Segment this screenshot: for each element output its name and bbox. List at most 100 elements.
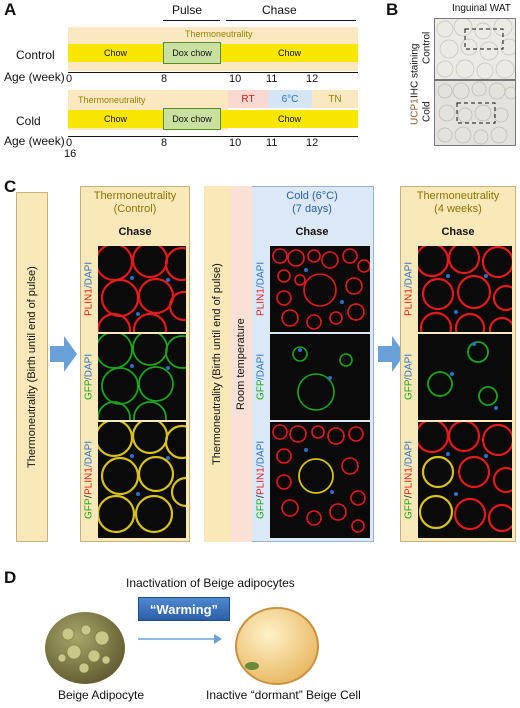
g3-gfp-micrograph bbox=[418, 334, 512, 420]
control-tick-8: 8 bbox=[161, 73, 168, 85]
g2-gfp-cells bbox=[292, 346, 353, 411]
control-age-label: Age (week) bbox=[4, 70, 65, 84]
warming-arrow bbox=[138, 634, 222, 644]
b-cold-label: Cold bbox=[421, 101, 433, 123]
ihc-control-image bbox=[434, 18, 516, 80]
g3-row1-plin1: PLIN1 bbox=[403, 288, 415, 316]
g1-chase: Chase bbox=[118, 226, 152, 238]
dormant-beige-cell bbox=[235, 607, 319, 685]
g1-row1-label: PLIN1/DAPI bbox=[82, 246, 96, 332]
left-cell-label: Beige Adipocyte bbox=[58, 688, 145, 702]
chase-line bbox=[226, 20, 356, 21]
g2-row2-dapi: /DAPI bbox=[255, 353, 267, 380]
g1-gfp-cells bbox=[98, 334, 186, 420]
cold-chow-bar-2: Chow bbox=[221, 110, 358, 128]
g3-gfp-cells bbox=[427, 341, 498, 410]
panel-c-label: C bbox=[4, 177, 17, 196]
cold-age-label: Age (week) bbox=[4, 134, 65, 148]
c-group-2-tn-label: Thermoneutrality (Birth until end of pul… bbox=[211, 263, 223, 465]
panel-b-label: B bbox=[386, 0, 399, 19]
g3-plin1-cells bbox=[418, 246, 512, 332]
g3-plin1-micrograph bbox=[418, 246, 512, 332]
g1-row2-gfp: GFP bbox=[83, 379, 95, 401]
control-chow-bar-2: Chow bbox=[221, 44, 358, 62]
g1-row1-plin1: PLIN1 bbox=[83, 288, 95, 316]
g3-row3-gfp: GFP bbox=[403, 498, 415, 519]
beige-adipocyte-cell bbox=[45, 612, 125, 684]
ihc-cold-texture bbox=[437, 81, 515, 145]
g2-plin1-micrograph bbox=[270, 246, 370, 332]
g2-row1-label: PLIN1/DAPI bbox=[254, 246, 268, 332]
g3-title-1: Thermoneutrality bbox=[416, 190, 500, 202]
g3-merge-micrograph bbox=[418, 422, 512, 538]
control-tick-0: 0 bbox=[66, 73, 73, 85]
control-tick-12: 12 bbox=[306, 73, 319, 85]
warming-label: “Warming” bbox=[149, 601, 219, 617]
g1-gfp-micrograph bbox=[98, 334, 186, 420]
cold-dox-bar: Dox chow bbox=[163, 108, 221, 130]
ihc-control-texture bbox=[436, 19, 515, 79]
g1-row1-dapi: /DAPI bbox=[83, 262, 95, 289]
cold-tn-box: TN bbox=[312, 90, 358, 108]
cold-thermo-label: Thermoneutrality bbox=[78, 95, 146, 105]
cold-tick-10: 10 bbox=[229, 137, 242, 149]
g2-row3-label: GFP / PLIN1/DAPI bbox=[254, 422, 268, 538]
g2-title-2: (7 days) bbox=[292, 203, 332, 215]
g1-row3-label: GFP / PLIN1/DAPI bbox=[82, 422, 96, 538]
g2-row3-dapi: /DAPI bbox=[255, 441, 267, 468]
g1-plin1-cells bbox=[98, 246, 186, 332]
g1-row2-label: GFP/DAPI bbox=[82, 334, 96, 420]
g1-row3-gfp: GFP bbox=[83, 498, 95, 519]
g2-row3-plin1: PLIN1 bbox=[255, 467, 267, 496]
cold-tick-12: 12 bbox=[306, 137, 319, 149]
cold-axis bbox=[68, 136, 358, 137]
g2-row3-slash: / bbox=[255, 495, 267, 499]
g1-row3-dapi: /DAPI bbox=[83, 441, 95, 468]
c-side-tn-strip bbox=[16, 192, 48, 542]
g1-row3-plin1: PLIN1 bbox=[83, 467, 95, 496]
g3-row3-plin1: PLIN1 bbox=[403, 467, 415, 496]
c-group-2-tn-strip bbox=[204, 186, 230, 542]
g2-plin1-cells bbox=[272, 248, 370, 330]
g3-row1-dapi: /DAPI bbox=[403, 262, 415, 289]
control-chow-bar-1: Chow bbox=[68, 44, 163, 62]
g3-row1-label: PLIN1/DAPI bbox=[402, 246, 416, 332]
cold-rt-box: RT bbox=[228, 90, 268, 108]
c-group-2-rt-strip bbox=[230, 186, 252, 542]
control-axis bbox=[68, 72, 358, 73]
g3-row3-dapi: /DAPI bbox=[403, 441, 415, 468]
g1-row2-dapi: /DAPI bbox=[83, 353, 95, 380]
g3-row2-label: GFP/DAPI bbox=[402, 334, 416, 420]
c-arrow-1 bbox=[50, 336, 77, 372]
g2-row1-plin1: PLIN1 bbox=[255, 288, 267, 316]
g1-merge-cells bbox=[98, 422, 186, 534]
control-tick-11: 11 bbox=[266, 73, 278, 85]
control-dox-bar: Dox chow bbox=[163, 42, 221, 64]
g1-row3-slash: / bbox=[83, 495, 95, 499]
g2-merge-micrograph bbox=[270, 422, 370, 538]
g1-plin1-micrograph bbox=[98, 246, 186, 332]
g2-title-1: Cold (6°C) bbox=[286, 190, 338, 202]
g2-row1-dapi: /DAPI bbox=[255, 262, 267, 289]
g2-gfp-micrograph bbox=[270, 334, 370, 420]
right-cell-label: Inactive “dormant” Beige Cell bbox=[206, 688, 361, 702]
g2-chase: Chase bbox=[295, 226, 329, 238]
control-tick-10: 10 bbox=[229, 73, 242, 85]
cold-six-box: 6°C bbox=[268, 90, 312, 108]
control-thermo-label: Thermoneutrality bbox=[185, 29, 253, 39]
c-group-2-rt-label: Room temperature bbox=[235, 318, 247, 410]
panel-d-title: Inactivation of Beige adipocytes bbox=[126, 576, 295, 590]
c-arrow-2 bbox=[378, 336, 405, 372]
g3-row3-slash: / bbox=[403, 495, 415, 499]
g3-chase: Chase bbox=[441, 226, 475, 238]
g3-row3-label: GFP / PLIN1/DAPI bbox=[402, 422, 416, 538]
pulse-label: Pulse bbox=[172, 3, 203, 17]
g2-merge-cells bbox=[272, 424, 366, 533]
cold-tick-16: 16 bbox=[64, 148, 77, 160]
panel-a-label: A bbox=[4, 0, 17, 19]
g2-row2-gfp: GFP bbox=[255, 379, 267, 401]
pulse-line bbox=[163, 20, 220, 21]
cold-tick-11: 11 bbox=[266, 137, 278, 149]
g2-row2-label: GFP/DAPI bbox=[254, 334, 268, 420]
cold-row-label: Cold bbox=[16, 114, 41, 128]
